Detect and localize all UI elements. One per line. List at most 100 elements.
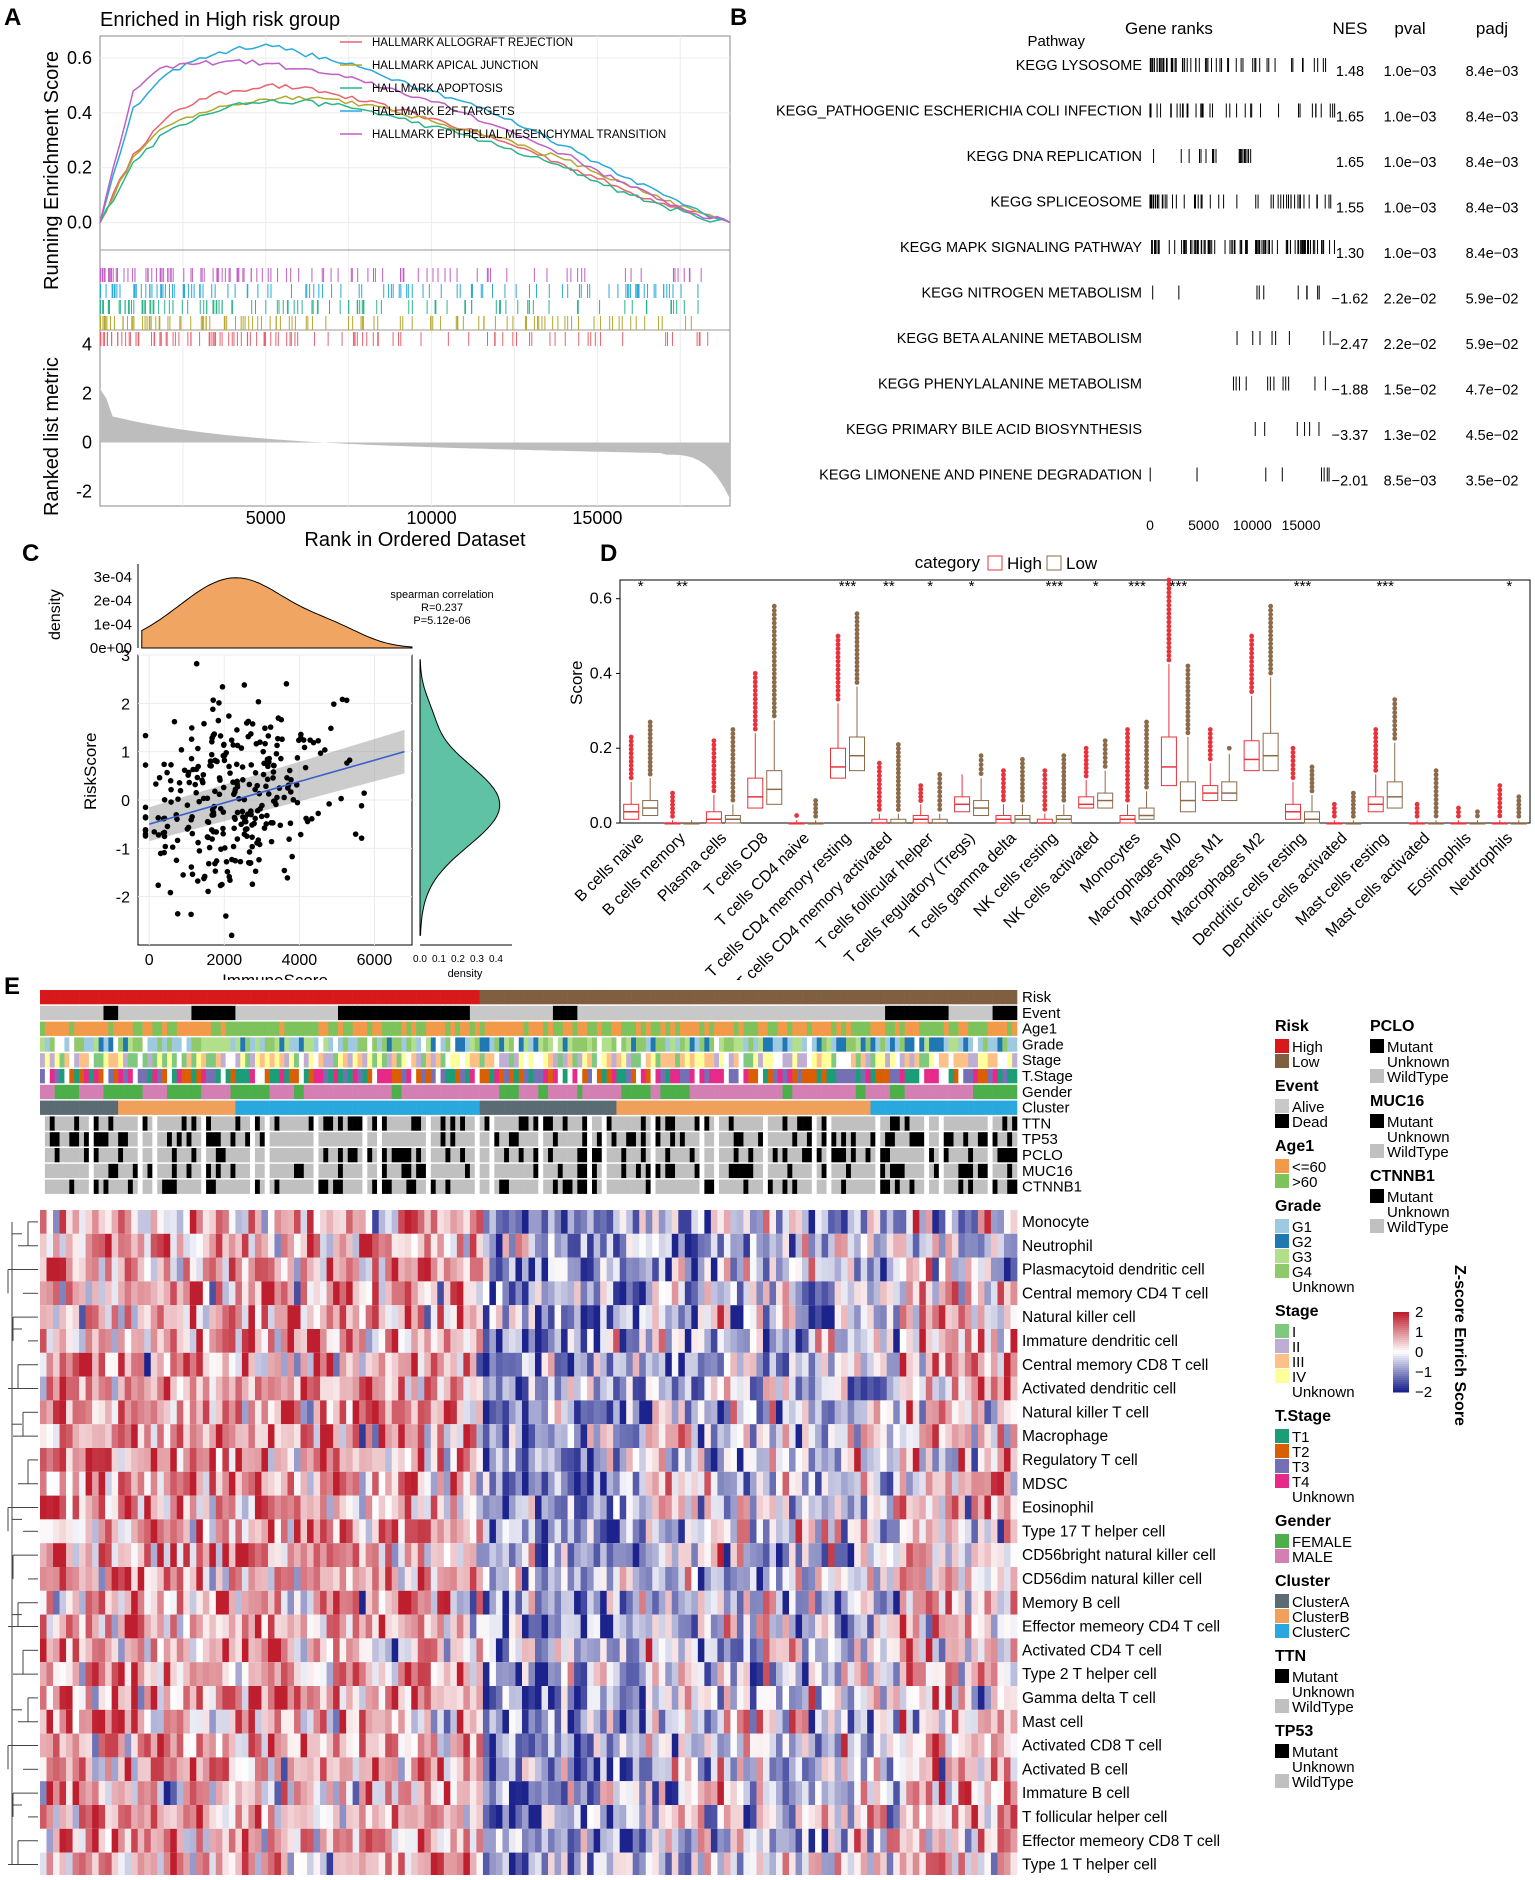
track-cell-5 [504, 1069, 509, 1083]
track-cell-7 [944, 1101, 949, 1115]
track-cell-12 [113, 1180, 118, 1194]
track-cell-9 [910, 1132, 915, 1146]
track-cell-8 [572, 1116, 577, 1130]
outlier-1-15 [1268, 662, 1273, 667]
track-cell-9 [826, 1132, 831, 1146]
track-cell-10 [914, 1148, 919, 1162]
track-cell-7 [157, 1101, 162, 1115]
track-cell-12 [274, 1180, 279, 1194]
track-cell-10 [504, 1148, 509, 1162]
track-cell-12 [216, 1180, 221, 1194]
track-cell-7 [743, 1101, 748, 1115]
track-cell-4 [201, 1053, 206, 1067]
heat-cell-0 [112, 1210, 119, 1234]
track-cell-8 [763, 1116, 768, 1130]
track-cell-1 [333, 1006, 338, 1020]
track-cell-10 [905, 1148, 910, 1162]
track-cell-3 [494, 1037, 499, 1051]
outlier-0-0 [629, 735, 634, 740]
track-cell-10 [807, 1148, 812, 1162]
track-cell-8 [460, 1116, 465, 1130]
track-cell-5 [104, 1069, 109, 1083]
track-cell-11 [128, 1164, 133, 1178]
track-cell-9 [367, 1132, 372, 1146]
scatter-point [174, 857, 180, 863]
track-cell-5 [431, 1069, 436, 1083]
heat-cell-1 [483, 1234, 490, 1258]
heat-cell-1 [874, 1234, 881, 1258]
heat-cell-0 [502, 1210, 509, 1234]
scatter-point [212, 861, 218, 867]
track-cell-2 [939, 1022, 944, 1036]
track-cell-12 [118, 1180, 123, 1194]
track-cell-5 [646, 1069, 651, 1083]
track-cell-8 [123, 1116, 128, 1130]
track-cell-2 [494, 1022, 499, 1036]
heat-cell-2 [170, 1258, 177, 1282]
track-cell-6 [235, 1085, 240, 1099]
heat-cell-2 [86, 1258, 93, 1282]
track-cell-7 [529, 1101, 534, 1115]
c-ytick-1: -1 [116, 841, 130, 858]
scatter-point [281, 795, 287, 801]
track-cell-1 [314, 1006, 319, 1020]
track-cell-2 [685, 1022, 690, 1036]
track-cell-1 [372, 1006, 377, 1020]
heat-cell-1 [40, 1234, 47, 1258]
track-cell-2 [201, 1022, 206, 1036]
track-cell-9 [636, 1132, 641, 1146]
heat-cell-2 [229, 1258, 236, 1282]
track-cell-10 [265, 1148, 270, 1162]
track-cell-0 [685, 990, 690, 1004]
track-cell-3 [690, 1037, 695, 1051]
heat-cell-1 [665, 1234, 672, 1258]
track-cell-4 [40, 1053, 45, 1067]
track-cell-1 [216, 1006, 221, 1020]
track-cell-3 [866, 1037, 871, 1051]
scatter-point [326, 801, 332, 807]
track-cell-0 [929, 990, 934, 1004]
track-cell-7 [870, 1101, 875, 1115]
track-cell-6 [460, 1085, 465, 1099]
density-ylabel: density [47, 589, 64, 640]
track-cell-5 [890, 1069, 895, 1083]
track-cell-9 [660, 1132, 665, 1146]
track-cell-7 [553, 1101, 558, 1115]
track-cell-2 [724, 1022, 729, 1036]
track-cell-7 [778, 1101, 783, 1115]
track-cell-3 [167, 1037, 172, 1051]
track-cell-7 [714, 1101, 719, 1115]
outlier-0-6 [877, 803, 882, 808]
track-cell-11 [690, 1164, 695, 1178]
scatter-point [205, 819, 211, 825]
track-cell-12 [172, 1180, 177, 1194]
track-cell-1 [675, 1006, 680, 1020]
track-cell-3 [416, 1037, 421, 1051]
track-cell-7 [812, 1101, 817, 1115]
outlier-0-9 [1001, 793, 1006, 798]
outlier-0-5 [836, 693, 841, 698]
heat-cell-1 [235, 1234, 242, 1258]
track-cell-2 [397, 1022, 402, 1036]
track-cell-7 [538, 1101, 543, 1115]
c-ytick-4: 2 [121, 696, 130, 713]
track-cell-5 [1012, 1069, 1017, 1083]
track-cell-0 [60, 990, 65, 1004]
track-cell-11 [265, 1164, 270, 1178]
track-cell-9 [568, 1132, 573, 1146]
heat-cell-2 [66, 1258, 73, 1282]
track-cell-9 [519, 1132, 524, 1146]
track-cell-2 [958, 1022, 963, 1036]
track-cell-1 [919, 1006, 924, 1020]
track-cell-5 [626, 1069, 631, 1083]
track-cell-12 [704, 1180, 709, 1194]
outlier-0-5 [836, 663, 841, 668]
track-cell-11 [763, 1164, 768, 1178]
side-tick-4: 0.4 [489, 954, 503, 965]
track-cell-0 [968, 990, 973, 1004]
heat-cell-2 [405, 1258, 412, 1282]
track-cell-8 [778, 1116, 783, 1130]
track-cell-1 [436, 1006, 441, 1020]
outlier-0-21 [1497, 801, 1502, 806]
track-cell-2 [651, 1022, 656, 1036]
